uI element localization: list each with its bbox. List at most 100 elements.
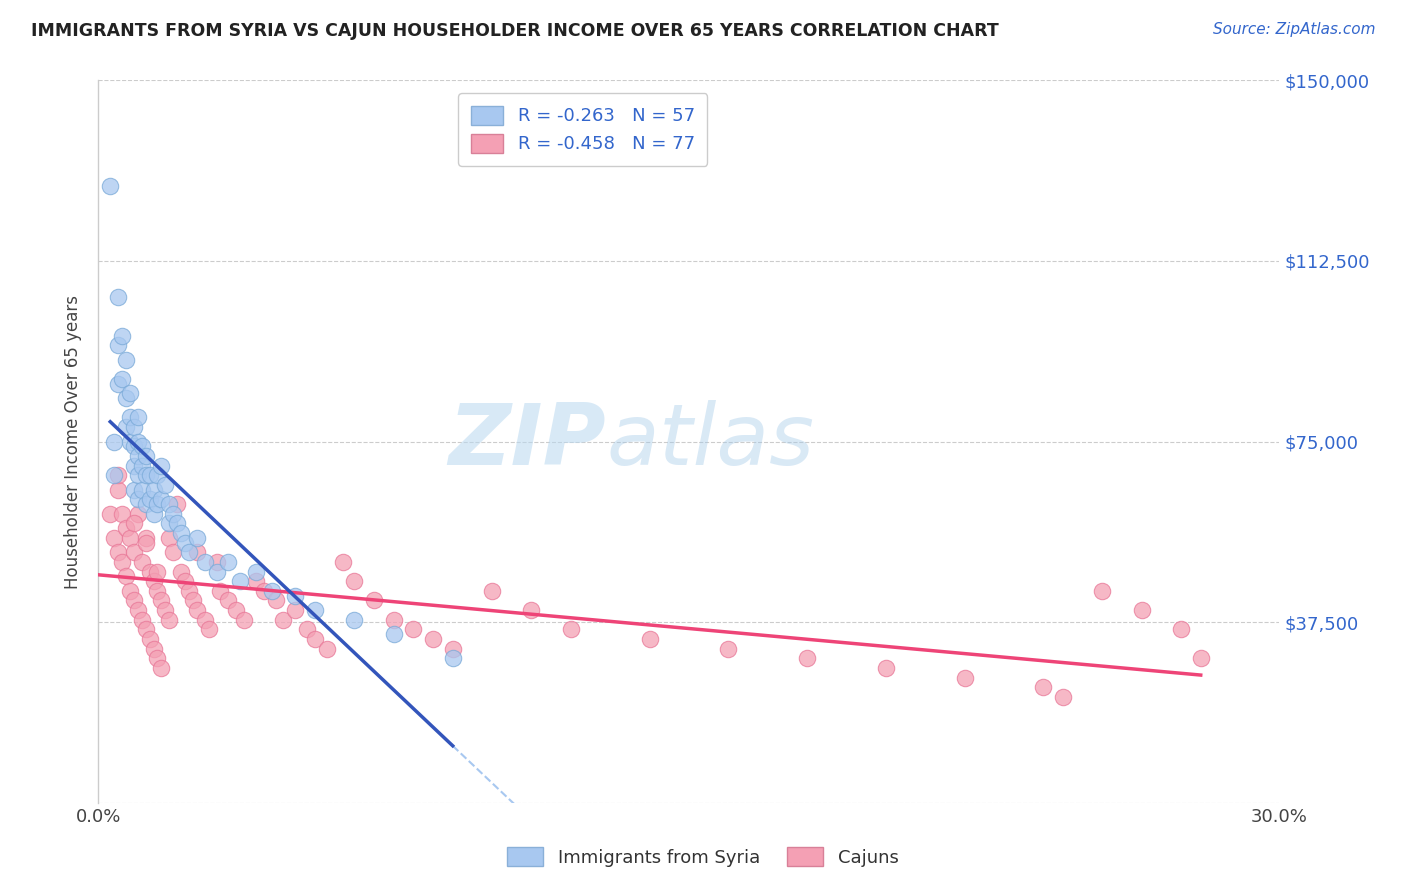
Point (131, 458, 153, 473)
Point (174, 535, 197, 549)
Point (441, 651, 464, 665)
Text: Source: ZipAtlas.com: Source: ZipAtlas.com (1212, 22, 1375, 37)
Legend: R = -0.263   N = 57, R = -0.458   N = 77: R = -0.263 N = 57, R = -0.458 N = 77 (458, 93, 707, 166)
Point (186, 545, 208, 559)
Point (245, 574, 267, 589)
Point (138, 468, 160, 483)
Point (194, 613, 217, 627)
Point (122, 420, 145, 434)
Point (284, 589, 307, 603)
Point (1052, 690, 1074, 704)
Point (170, 565, 193, 579)
Point (122, 483, 145, 497)
Point (209, 583, 232, 598)
Point (315, 641, 337, 656)
Point (138, 632, 160, 646)
Point (127, 410, 149, 425)
Point (332, 555, 354, 569)
Point (233, 613, 256, 627)
Point (217, 555, 239, 569)
Point (107, 468, 129, 483)
Point (135, 449, 157, 463)
Point (127, 468, 149, 483)
Point (953, 671, 976, 685)
Point (1130, 603, 1153, 617)
Point (111, 372, 134, 386)
Text: atlas: atlas (606, 400, 814, 483)
Point (107, 338, 129, 352)
Point (295, 623, 318, 637)
Point (122, 516, 145, 531)
Point (127, 507, 149, 521)
Point (107, 290, 129, 304)
Point (481, 583, 503, 598)
Point (304, 603, 326, 617)
Point (363, 593, 385, 607)
Point (174, 574, 197, 589)
Point (150, 492, 173, 507)
Point (382, 627, 405, 641)
Point (150, 661, 173, 675)
Point (146, 565, 169, 579)
Text: ZIP: ZIP (449, 400, 606, 483)
Point (118, 410, 141, 425)
Point (638, 632, 661, 646)
Point (122, 545, 145, 559)
Point (150, 458, 173, 473)
Point (422, 632, 444, 646)
Point (181, 593, 204, 607)
Point (135, 468, 157, 483)
Point (229, 574, 252, 589)
Point (98, 179, 121, 194)
Point (157, 531, 180, 545)
Point (111, 507, 134, 521)
Point (273, 613, 295, 627)
Point (796, 651, 818, 665)
Point (150, 593, 173, 607)
Point (205, 565, 228, 579)
Point (343, 574, 366, 589)
Point (127, 603, 149, 617)
Point (142, 507, 165, 521)
Y-axis label: Householder Income Over 65 years: Householder Income Over 65 years (65, 294, 83, 589)
Point (131, 613, 153, 627)
Point (1032, 680, 1054, 694)
Text: IMMIGRANTS FROM SYRIA VS CAJUN HOUSEHOLDER INCOME OVER 65 YEARS CORRELATION CHAR: IMMIGRANTS FROM SYRIA VS CAJUN HOUSEHOLD… (31, 22, 998, 40)
Point (520, 603, 543, 617)
Point (115, 569, 138, 583)
Point (103, 434, 125, 449)
Point (146, 583, 169, 598)
Point (122, 458, 145, 473)
Point (118, 531, 141, 545)
Point (135, 497, 157, 511)
Point (186, 603, 208, 617)
Point (162, 545, 184, 559)
Point (560, 623, 582, 637)
Point (197, 623, 219, 637)
Point (166, 497, 188, 511)
Point (146, 497, 169, 511)
Point (1170, 623, 1192, 637)
Point (127, 434, 149, 449)
Point (170, 526, 193, 541)
Point (157, 613, 180, 627)
Point (155, 603, 177, 617)
Point (127, 449, 149, 463)
Point (382, 613, 405, 627)
Point (127, 492, 149, 507)
Point (717, 641, 740, 656)
Point (402, 623, 425, 637)
Point (245, 565, 267, 579)
Point (146, 468, 169, 483)
Point (135, 531, 157, 545)
Point (875, 661, 897, 675)
Point (166, 516, 188, 531)
Point (135, 535, 157, 549)
Point (146, 651, 169, 665)
Point (118, 583, 141, 598)
Point (111, 555, 134, 569)
Point (135, 623, 157, 637)
Point (260, 583, 283, 598)
Point (115, 391, 138, 405)
Point (118, 386, 141, 401)
